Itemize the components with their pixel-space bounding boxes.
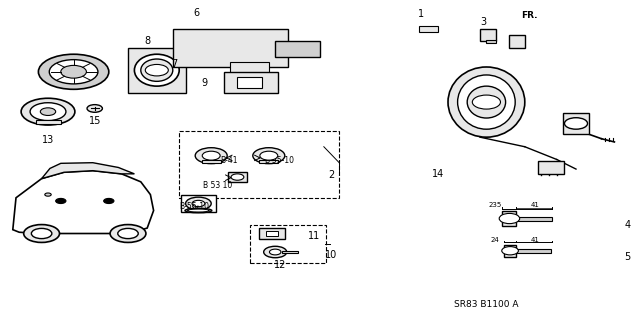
Text: 7: 7 — [171, 59, 177, 69]
Circle shape — [202, 151, 220, 160]
Bar — [250, 225, 326, 263]
Polygon shape — [397, 13, 608, 198]
Bar — [282, 251, 298, 253]
Bar — [419, 26, 438, 32]
Bar — [237, 77, 262, 88]
Text: B 53 10: B 53 10 — [203, 181, 232, 189]
Circle shape — [45, 193, 51, 196]
Bar — [36, 120, 61, 124]
Circle shape — [87, 105, 102, 112]
Circle shape — [61, 65, 86, 78]
Polygon shape — [42, 163, 134, 179]
Circle shape — [502, 247, 518, 255]
Text: 5: 5 — [624, 252, 630, 262]
Ellipse shape — [458, 75, 515, 129]
Bar — [480, 29, 496, 41]
Bar — [228, 172, 247, 182]
Polygon shape — [26, 13, 333, 121]
Text: 235: 235 — [488, 202, 501, 208]
Bar — [504, 245, 516, 257]
Text: 12: 12 — [274, 260, 287, 270]
Bar — [538, 161, 564, 174]
Bar — [259, 228, 285, 239]
Text: 13: 13 — [42, 135, 54, 145]
Circle shape — [195, 148, 227, 164]
Circle shape — [186, 197, 211, 210]
Circle shape — [110, 225, 146, 242]
Text: 8: 8 — [144, 36, 150, 47]
Bar — [181, 195, 216, 212]
Text: 4: 4 — [624, 220, 630, 230]
Polygon shape — [13, 171, 154, 234]
Bar — [179, 131, 339, 198]
Text: 15: 15 — [88, 116, 101, 126]
Circle shape — [118, 228, 138, 239]
Circle shape — [30, 103, 66, 121]
Bar — [266, 231, 278, 236]
Bar — [259, 160, 278, 163]
Text: 41: 41 — [531, 202, 540, 208]
Circle shape — [253, 148, 285, 164]
Text: 3: 3 — [480, 17, 486, 27]
Circle shape — [231, 174, 244, 180]
Text: 41: 41 — [531, 237, 540, 243]
Circle shape — [472, 95, 500, 109]
Ellipse shape — [188, 209, 209, 212]
Text: 10: 10 — [325, 250, 338, 260]
Text: 1: 1 — [418, 9, 424, 19]
Bar — [128, 48, 186, 93]
Circle shape — [40, 108, 56, 115]
Bar — [224, 72, 278, 93]
Text: 9: 9 — [202, 78, 208, 88]
Circle shape — [56, 198, 66, 204]
Ellipse shape — [185, 208, 212, 213]
Circle shape — [499, 213, 520, 224]
Text: B-55-10: B-55-10 — [179, 202, 209, 211]
Bar — [516, 217, 552, 221]
Text: B-41: B-41 — [220, 156, 238, 165]
Circle shape — [192, 200, 205, 207]
Circle shape — [38, 54, 109, 89]
Circle shape — [21, 98, 75, 125]
Bar — [275, 41, 320, 57]
Bar — [173, 29, 288, 67]
Circle shape — [145, 64, 168, 76]
Circle shape — [269, 249, 281, 255]
Bar — [202, 160, 221, 163]
Bar — [502, 211, 516, 226]
Circle shape — [564, 118, 588, 129]
Bar — [230, 62, 269, 77]
Text: 6: 6 — [193, 8, 200, 18]
Text: 24: 24 — [490, 237, 499, 243]
Text: 11: 11 — [307, 231, 320, 241]
Text: 2: 2 — [328, 170, 335, 181]
Bar — [509, 35, 525, 48]
Circle shape — [264, 246, 287, 258]
Text: SR83 B1100 A: SR83 B1100 A — [454, 300, 518, 309]
Circle shape — [24, 225, 60, 242]
Ellipse shape — [467, 86, 506, 118]
Text: B-55-10: B-55-10 — [264, 156, 294, 165]
FancyArrow shape — [543, 10, 564, 19]
Circle shape — [104, 198, 114, 204]
Bar — [486, 40, 496, 43]
Bar — [563, 113, 589, 134]
Ellipse shape — [141, 59, 173, 81]
Bar — [516, 249, 551, 253]
Circle shape — [49, 60, 98, 84]
Text: FR.: FR. — [521, 11, 538, 20]
Circle shape — [260, 151, 278, 160]
Ellipse shape — [448, 67, 525, 137]
Ellipse shape — [134, 54, 179, 86]
Circle shape — [31, 228, 52, 239]
Text: 14: 14 — [432, 169, 445, 179]
